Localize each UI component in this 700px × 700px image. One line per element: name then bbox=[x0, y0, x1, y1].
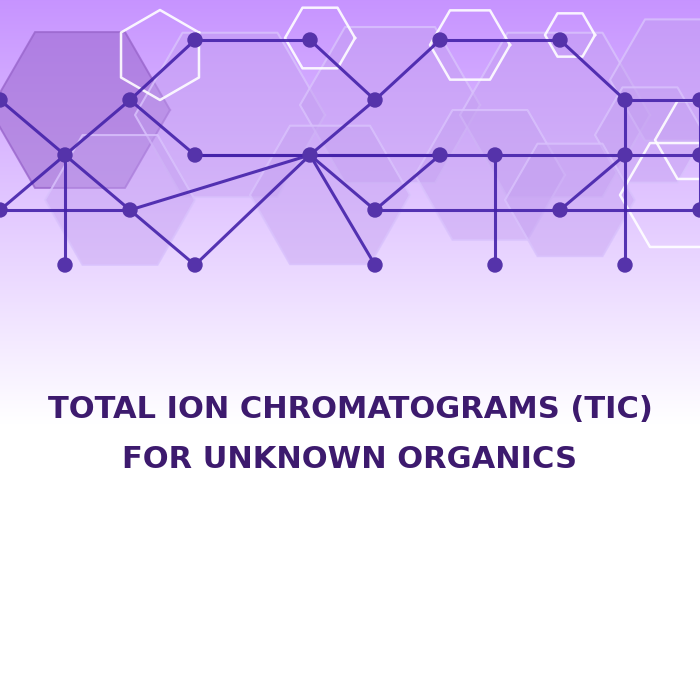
Circle shape bbox=[433, 148, 447, 162]
Circle shape bbox=[0, 203, 7, 217]
Circle shape bbox=[618, 93, 632, 107]
Circle shape bbox=[433, 33, 447, 47]
Circle shape bbox=[368, 203, 382, 217]
Polygon shape bbox=[595, 88, 700, 183]
Polygon shape bbox=[45, 135, 195, 265]
Circle shape bbox=[488, 148, 502, 162]
Polygon shape bbox=[300, 27, 480, 183]
Text: TOTAL ION CHROMATOGRAMS (TIC): TOTAL ION CHROMATOGRAMS (TIC) bbox=[48, 395, 652, 424]
Polygon shape bbox=[415, 110, 565, 240]
Circle shape bbox=[553, 33, 567, 47]
Circle shape bbox=[58, 258, 72, 272]
Polygon shape bbox=[250, 126, 410, 265]
Polygon shape bbox=[135, 33, 325, 197]
Circle shape bbox=[618, 258, 632, 272]
Circle shape bbox=[618, 148, 632, 162]
Circle shape bbox=[123, 93, 137, 107]
Text: FOR UNKNOWN ORGANICS: FOR UNKNOWN ORGANICS bbox=[122, 445, 577, 475]
Polygon shape bbox=[505, 144, 635, 256]
Circle shape bbox=[188, 258, 202, 272]
Polygon shape bbox=[460, 33, 650, 197]
Circle shape bbox=[303, 33, 317, 47]
Circle shape bbox=[58, 148, 72, 162]
Circle shape bbox=[693, 93, 700, 107]
Circle shape bbox=[368, 258, 382, 272]
Circle shape bbox=[693, 203, 700, 217]
Circle shape bbox=[693, 148, 700, 162]
Polygon shape bbox=[0, 32, 170, 188]
Circle shape bbox=[123, 203, 137, 217]
Circle shape bbox=[0, 93, 7, 107]
Circle shape bbox=[188, 148, 202, 162]
Circle shape bbox=[488, 258, 502, 272]
Circle shape bbox=[368, 93, 382, 107]
Circle shape bbox=[553, 203, 567, 217]
Polygon shape bbox=[610, 20, 700, 141]
Circle shape bbox=[303, 148, 317, 162]
Circle shape bbox=[188, 33, 202, 47]
